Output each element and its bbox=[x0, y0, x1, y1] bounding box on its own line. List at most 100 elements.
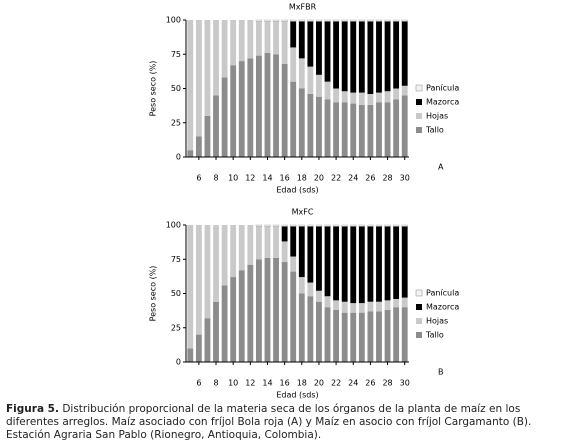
bar-segment bbox=[264, 52, 271, 157]
bar-segment bbox=[290, 47, 297, 82]
bar-segment bbox=[358, 224, 365, 227]
bar-segment bbox=[307, 21, 314, 67]
bar-segment bbox=[213, 20, 219, 96]
bar-segment bbox=[298, 277, 305, 294]
bar-segment bbox=[384, 102, 391, 157]
chart-title: MxFC bbox=[292, 208, 314, 217]
bar-segment bbox=[264, 21, 271, 53]
bar-segment bbox=[316, 290, 322, 302]
bar-segment bbox=[255, 21, 262, 56]
bar-segment bbox=[393, 224, 400, 227]
caption-text: Distribución proporcional de la materia … bbox=[6, 403, 532, 441]
bar-segment bbox=[281, 226, 288, 242]
bar-segment bbox=[341, 102, 348, 157]
bar-segment bbox=[384, 19, 391, 22]
y-tick-label: 100 bbox=[166, 16, 181, 25]
bar-segment bbox=[358, 312, 365, 362]
legend-swatch bbox=[416, 304, 422, 310]
bar-segment bbox=[401, 21, 408, 86]
x-tick-label: 28 bbox=[382, 174, 392, 183]
bar-segment bbox=[316, 21, 322, 75]
bar-segment bbox=[238, 20, 245, 62]
x-tick-label: 30 bbox=[400, 379, 410, 388]
bar-segment bbox=[316, 96, 322, 157]
bar-segment bbox=[187, 348, 194, 362]
bar-segment bbox=[307, 282, 314, 297]
bar-segment bbox=[401, 226, 408, 298]
bar-segment bbox=[281, 19, 288, 22]
bar-segment bbox=[333, 88, 340, 103]
bar-segment bbox=[195, 20, 202, 137]
bar-segment bbox=[350, 21, 357, 93]
x-axis-label: Edad (sds) bbox=[276, 186, 318, 195]
legend-label: Panícula bbox=[426, 84, 459, 93]
bar-segment bbox=[204, 20, 211, 116]
bar-segment bbox=[187, 20, 194, 151]
y-tick-label: 0 bbox=[176, 358, 181, 367]
bar-segment bbox=[230, 65, 237, 157]
bar-segment bbox=[204, 318, 211, 362]
legend-label: Mazorca bbox=[426, 303, 459, 312]
chart-title: MxFBR bbox=[289, 3, 317, 12]
bar-segment bbox=[393, 298, 400, 308]
bar-segment bbox=[332, 19, 340, 22]
bar-segment bbox=[367, 311, 374, 362]
bar-segment bbox=[324, 19, 331, 22]
bar-segment bbox=[273, 21, 279, 55]
bar-segment bbox=[367, 93, 374, 105]
bar-segment bbox=[393, 21, 400, 89]
bar-segment bbox=[307, 224, 314, 227]
bar-segment bbox=[367, 226, 374, 302]
bar-segment bbox=[307, 296, 314, 362]
x-tick-label: 28 bbox=[382, 379, 392, 388]
bar-segment bbox=[350, 303, 357, 313]
bar-segment bbox=[307, 93, 314, 157]
bar-segment bbox=[333, 226, 340, 301]
bar-segment bbox=[290, 81, 297, 157]
bar-segment bbox=[307, 66, 314, 94]
bar-segment bbox=[350, 226, 357, 304]
bar-segment bbox=[204, 225, 211, 319]
bar-segment bbox=[324, 224, 331, 227]
bar-segment bbox=[195, 334, 202, 362]
bar-segment bbox=[332, 224, 340, 227]
bar-segment bbox=[401, 224, 408, 227]
bar-segment bbox=[316, 74, 322, 97]
y-tick-label: 50 bbox=[171, 84, 181, 93]
bar-segment bbox=[281, 63, 288, 158]
legend-label: Tallo bbox=[425, 331, 444, 340]
y-axis-label: Peso seco (%) bbox=[149, 266, 158, 322]
bar-segment bbox=[384, 21, 391, 92]
bar-segment bbox=[376, 301, 382, 312]
bar-segment bbox=[358, 21, 365, 93]
bar-segment bbox=[307, 19, 314, 22]
bar-segment bbox=[247, 20, 254, 59]
bar-segment bbox=[213, 301, 219, 362]
bar-segment bbox=[401, 19, 408, 22]
bar-segment bbox=[358, 19, 365, 22]
y-tick-label: 100 bbox=[166, 221, 181, 230]
x-tick-label: 16 bbox=[280, 174, 290, 183]
bar-segment bbox=[298, 88, 305, 157]
legend-label: Hojas bbox=[426, 317, 448, 326]
bar-segment bbox=[367, 224, 374, 227]
legend-label: Mazorca bbox=[426, 98, 459, 107]
bar-segment bbox=[316, 301, 322, 362]
bar-segment bbox=[264, 226, 271, 258]
bar-segment bbox=[367, 21, 374, 94]
bar-segment bbox=[324, 296, 331, 308]
legend-swatch bbox=[416, 318, 422, 324]
y-tick-label: 75 bbox=[171, 255, 181, 264]
bar-segment bbox=[375, 19, 383, 22]
bar-segment bbox=[333, 21, 340, 89]
bar-segment bbox=[290, 21, 297, 48]
bar-segment bbox=[324, 99, 331, 157]
bar-segment bbox=[264, 224, 271, 227]
legend-swatch bbox=[416, 127, 422, 133]
x-tick-label: 16 bbox=[280, 379, 290, 388]
x-tick-label: 12 bbox=[245, 379, 255, 388]
bar-segment bbox=[255, 19, 263, 22]
bar-segment bbox=[358, 226, 365, 304]
bar-segment bbox=[298, 19, 305, 22]
